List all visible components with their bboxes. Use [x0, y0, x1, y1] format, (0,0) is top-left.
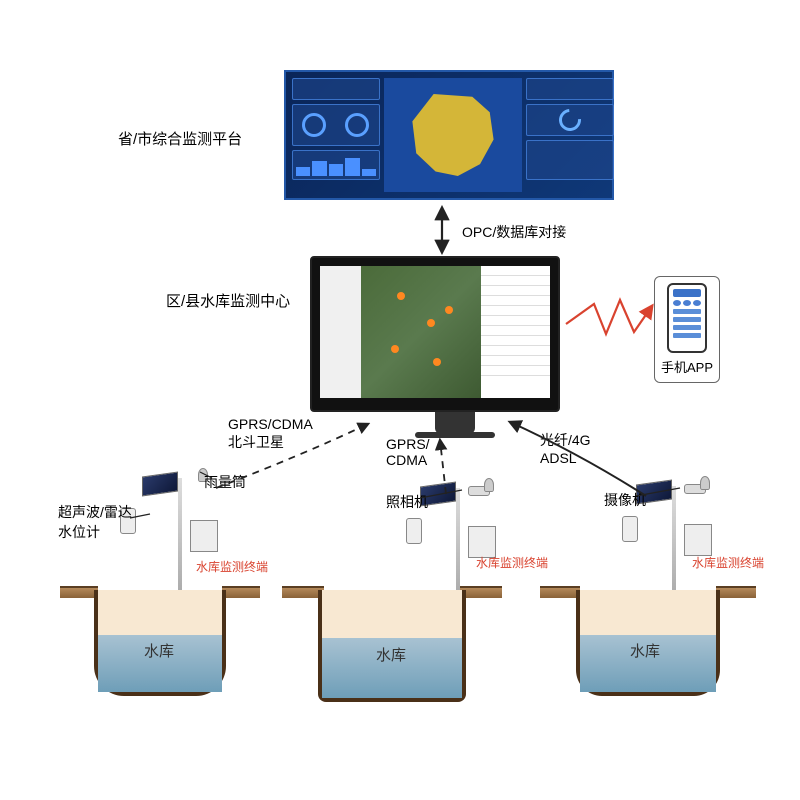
reservoir-1: 水库 — [60, 586, 260, 696]
center-label: 区/县水库监测中心 — [166, 290, 290, 311]
phone-icon — [667, 283, 707, 353]
ultrasonic-label: 超声波/雷达 水位计 — [58, 502, 132, 542]
sensor-icon — [406, 518, 422, 544]
monitor-stand — [435, 412, 475, 434]
solar-panel-icon — [142, 471, 178, 496]
terminal-box-icon — [684, 524, 712, 556]
opc-label: OPC/数据库对接 — [462, 222, 566, 242]
gprs-cdma-label: GPRS/ CDMA — [386, 436, 430, 468]
phone-app-box: 手机APP — [654, 276, 720, 383]
platform-label: 省/市综合监测平台 — [118, 128, 242, 149]
reservoir-2: 水库 — [282, 586, 502, 702]
phone-label: 手机APP — [661, 357, 713, 376]
sensor-icon — [622, 516, 638, 542]
reservoir-3: 水库 — [540, 586, 756, 696]
terminal-box-icon — [190, 520, 218, 552]
rain-gauge-label: 雨量筒 — [204, 472, 246, 492]
county-monitor — [310, 256, 560, 412]
reservoir-label: 水库 — [630, 640, 660, 661]
reservoir-label: 水库 — [144, 640, 174, 661]
camera-video-label: 摄像机 — [604, 490, 646, 510]
rain-gauge-icon — [484, 478, 494, 492]
camera-photo-label: 照相机 — [386, 492, 428, 512]
provincial-dashboard — [284, 70, 614, 200]
gprs-beidou-label: GPRS/CDMA 北斗卫星 — [228, 416, 313, 452]
fiber-label: 光纤/4G ADSL — [540, 430, 591, 466]
terminal-label-1: 水库监测终端 — [196, 558, 268, 575]
reservoir-label: 水库 — [376, 644, 406, 665]
terminal-label-2: 水库监测终端 — [476, 554, 548, 571]
rain-gauge-icon — [700, 476, 710, 490]
terminal-label-3: 水库监测终端 — [692, 554, 764, 571]
